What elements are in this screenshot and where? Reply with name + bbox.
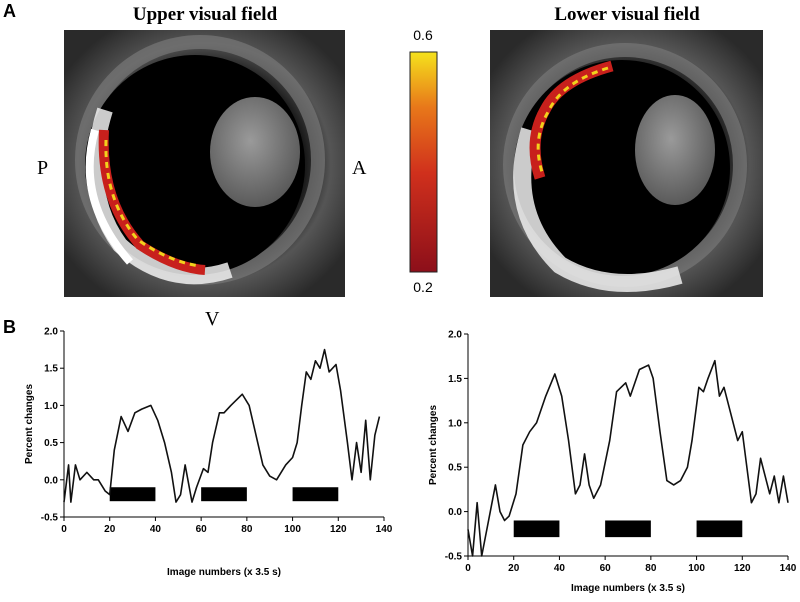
- y-tick-label: -0.5: [445, 552, 463, 563]
- y-axis-label: Percent changes: [24, 384, 35, 464]
- stimulus-block: [201, 487, 247, 502]
- y-tick-label: 1.5: [448, 374, 462, 385]
- x-tick-label: 0: [61, 524, 67, 535]
- mri-image: [64, 30, 345, 297]
- x-tick-label: 80: [645, 563, 657, 574]
- stimulus-block: [109, 487, 156, 502]
- x-axis-label: Image numbers (x 3.5 s): [571, 583, 685, 594]
- y-tick-label: 1.0: [448, 418, 462, 429]
- panel-label: B: [3, 317, 16, 337]
- colorbar: [409, 51, 438, 273]
- x-tick-label: 120: [330, 524, 347, 535]
- data-line: [467, 359, 789, 557]
- y-tick-label: 2.0: [44, 327, 58, 338]
- x-tick-label: 40: [554, 563, 566, 574]
- x-tick-label: 20: [104, 524, 116, 535]
- colorbar-label: 0.6: [413, 27, 433, 43]
- panel-label: A: [3, 1, 16, 21]
- x-tick-label: 100: [688, 563, 705, 574]
- x-tick-label: 140: [376, 524, 393, 535]
- x-tick-label: 20: [508, 563, 520, 574]
- stimulus-block: [696, 520, 743, 538]
- orientation-label: V: [205, 308, 220, 330]
- colorbar-label: 0.2: [413, 279, 433, 295]
- x-tick-label: 100: [284, 524, 301, 535]
- stimulus-block: [605, 520, 651, 538]
- y-axis-label: Percent changes: [428, 405, 439, 485]
- x-tick-label: 80: [241, 524, 253, 535]
- y-tick-label: 0.5: [448, 463, 462, 474]
- y-tick-label: 1.0: [44, 401, 58, 412]
- image-title: Upper visual field: [133, 4, 278, 25]
- y-tick-label: 1.5: [44, 364, 58, 375]
- x-tick-label: 60: [196, 524, 208, 535]
- y-tick-label: 0.0: [44, 475, 58, 486]
- x-tick-label: 0: [465, 563, 471, 574]
- x-tick-label: 140: [780, 563, 797, 574]
- x-tick-label: 40: [150, 524, 162, 535]
- data-line: [63, 348, 381, 503]
- orientation-label: P: [37, 157, 48, 179]
- x-tick-label: 60: [600, 563, 612, 574]
- y-tick-label: -0.5: [41, 513, 59, 524]
- stimulus-block: [513, 520, 560, 538]
- mri-image: [490, 30, 763, 297]
- orientation-label: A: [352, 157, 367, 179]
- x-tick-label: 120: [734, 563, 751, 574]
- y-tick-label: 2.0: [448, 330, 462, 341]
- y-tick-label: 0.5: [44, 438, 58, 449]
- image-title: Lower visual field: [554, 4, 700, 25]
- x-axis-label: Image numbers (x 3.5 s): [167, 567, 281, 578]
- stimulus-block: [292, 487, 339, 502]
- y-tick-label: 0.0: [448, 507, 462, 518]
